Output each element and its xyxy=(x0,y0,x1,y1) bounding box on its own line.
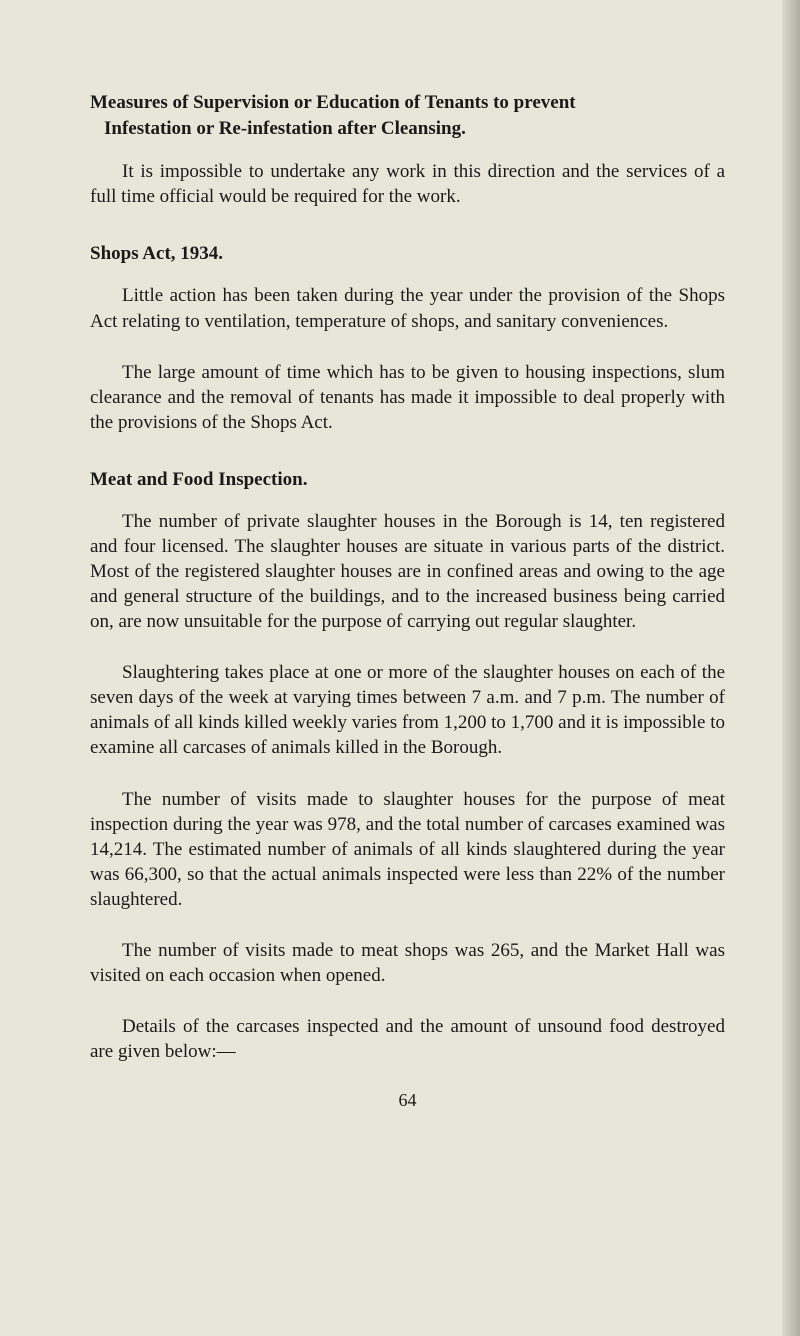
measures-para1: It is impossible to undertake any work i… xyxy=(90,159,725,209)
meat-title: Meat and Food Inspection. xyxy=(90,469,725,491)
measures-heading-line2: Infestation or Re-infestation after Clea… xyxy=(104,116,725,142)
meat-para4: The number of visits made to meat shops … xyxy=(90,938,725,988)
measures-heading: Measures of Supervision or Education of … xyxy=(90,90,725,141)
measures-heading-line1: Measures of Supervision or Education of … xyxy=(90,92,576,113)
page-number: 64 xyxy=(90,1090,725,1111)
meat-para1: The number of private slaughter houses i… xyxy=(90,509,725,634)
meat-para2: Slaughtering takes place at one or more … xyxy=(90,660,725,760)
meat-para5: Details of the carcases inspected and th… xyxy=(90,1014,725,1064)
page-shadow xyxy=(782,0,800,1336)
meat-para3: The number of visits made to slaughter h… xyxy=(90,787,725,912)
shops-para2: The large amount of time which has to be… xyxy=(90,360,725,435)
shops-para1: Little action has been taken during the … xyxy=(90,283,725,333)
shops-title: Shops Act, 1934. xyxy=(90,243,725,265)
